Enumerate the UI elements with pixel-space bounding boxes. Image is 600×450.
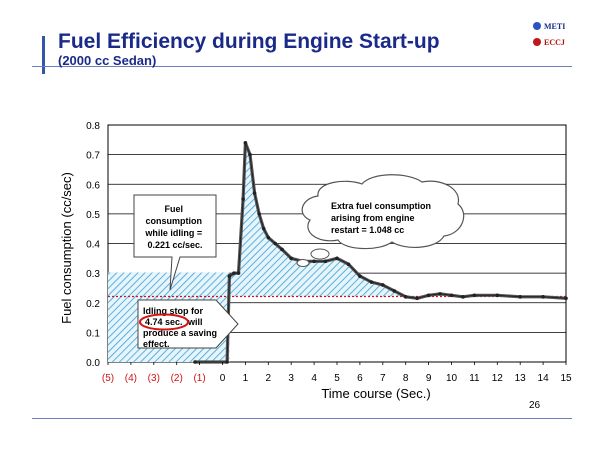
svg-text:Idling stop for 4.74 sec: Idling stop for 4.74 sec. will produce a… [143,306,220,349]
stop-callout-line1: Idling stop for [143,306,203,316]
data-point [273,241,277,246]
data-point [227,274,232,278]
data-point [438,292,442,296]
stop-callout-line4: effect. [143,339,170,349]
data-point [261,226,266,231]
x-tick-label: 0 [220,373,226,384]
y-tick-label: 0.1 [86,328,100,339]
data-point [335,256,339,261]
data-point [312,259,316,264]
data-point [449,293,454,298]
x-tick-label: 1 [243,373,249,384]
idling-callout-line3: while idling = [144,228,202,238]
data-point [346,262,351,267]
x-tick-label: 15 [560,373,572,384]
data-point [403,295,408,299]
x-tick-label: 9 [426,373,432,384]
y-tick-label: 0.4 [86,240,100,251]
slide-title: Fuel Efficiency during Engine Start-up [58,30,440,53]
x-tick-label: 14 [538,373,550,384]
data-point [358,274,362,278]
data-point [243,140,248,145]
x-tick-label: 11 [469,373,480,384]
stop-callout-line2: will [187,317,203,327]
svg-text:Fuel consumption w: Fuel consumption while idling = 0.221 cc… [144,204,204,250]
data-point [257,212,261,216]
x-axis-title: Time course (Sec.) [321,386,430,401]
data-point [541,295,545,299]
data-point [381,283,385,287]
x-tick-label: (5) [102,373,114,384]
idling-callout-line2: consumption [145,216,202,226]
data-point [236,271,241,275]
y-tick-label: 0.5 [86,210,100,221]
y-tick-label: 0.8 [86,121,100,132]
data-point [280,247,284,252]
data-point [241,197,245,201]
x-tick-label: 4 [311,373,317,384]
x-tick-label: 7 [380,373,386,384]
x-tick-label: (1) [193,373,205,384]
title-accent-bar [42,36,45,74]
meti-logo-icon [533,22,541,30]
x-tick-label: (3) [148,373,160,384]
idling-callout-line1: Fuel [164,204,183,214]
highlight-circle [139,313,189,331]
footer-divider [32,418,572,419]
x-tick-label: 6 [357,373,363,384]
data-point [392,289,397,293]
x-tick-label: 3 [288,373,294,384]
data-point [426,293,431,298]
y-tick-label: 0.2 [86,299,100,310]
slide-subtitle: (2000 cc Sedan) [58,53,157,68]
x-tick-label: (4) [125,373,137,384]
idling-callout: Fuel consumption while idling = 0.221 cc… [133,194,217,291]
data-point [193,360,197,364]
y-tick-label: 0.7 [86,151,100,162]
data-point [495,293,500,298]
data-point [518,295,522,299]
meti-logo: METI [533,22,565,31]
restart-callout-line1: Extra fuel consumption [331,201,431,211]
title-divider [32,66,572,67]
idling-stop-callout: Idling stop for 4.74 sec. will produce a… [137,299,239,349]
x-tick-label: 13 [515,373,527,384]
y-tick-label: 0.3 [86,269,100,280]
x-tick-label: 5 [334,373,340,384]
y-axis-title: Fuel consumption (cc/sec) [59,172,74,324]
eccj-logo-text: ECCJ [544,38,565,47]
data-point [415,296,419,301]
x-tick-label: 2 [266,373,272,384]
data-point [323,259,328,264]
data-point [564,296,568,301]
stop-callout-highlight: 4.74 sec. [145,317,183,327]
data-point [369,280,374,284]
data-point [248,152,252,157]
data-point [289,256,294,261]
restart-callout-line2: arising from engine [331,213,415,223]
data-point [472,293,477,298]
x-tick-label: 8 [403,373,409,384]
data-point [232,271,236,275]
y-tick-label: 0.0 [86,358,100,369]
meti-logo-text: METI [544,22,566,31]
stop-callout-line3: produce a saving [143,328,217,338]
data-point [266,235,271,240]
data-point [252,191,257,195]
page-number: 26 [529,400,541,411]
y-tick-label: 0.6 [86,180,100,191]
x-tick-label: (2) [171,373,183,384]
eccj-logo: ECCJ [533,38,565,47]
idling-callout-line4: 0.221 cc/sec. [147,240,202,250]
restart-callout: Extra fuel consumption arising from engi… [296,174,465,267]
eccj-logo-icon [533,38,541,46]
svg-text:Extra fuel consumption a: Extra fuel consumption arising from engi… [331,201,434,235]
x-tick-label: 10 [446,373,458,384]
data-point [461,295,465,299]
restart-callout-line3: restart = 1.048 cc [331,225,404,235]
x-tick-label: 12 [492,373,504,384]
data-point [225,360,229,364]
extra-consumption-area [229,142,411,297]
